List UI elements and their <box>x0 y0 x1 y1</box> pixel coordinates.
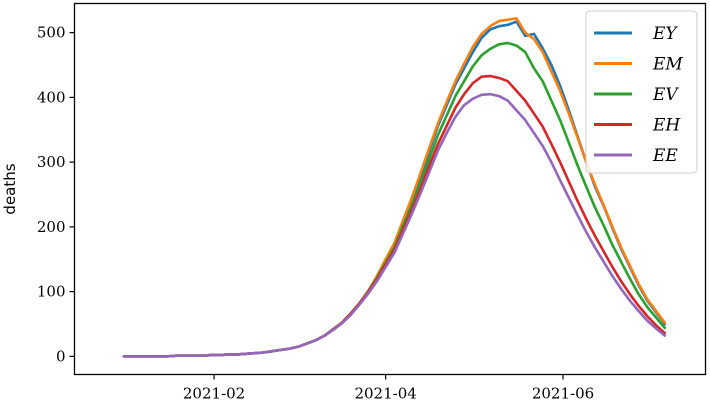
legend-label-ev: EV <box>652 85 679 105</box>
y-tick-label: 300 <box>37 153 66 171</box>
series-line-em <box>122 17 667 358</box>
legend-label-ey: EY <box>652 24 678 44</box>
legend-label-em: EM <box>652 55 683 75</box>
legend-label-eh: EH <box>652 116 681 136</box>
series-line-ey <box>122 20 667 358</box>
x-tick-label: 2021-06 <box>532 385 594 403</box>
series-line-eh <box>122 74 667 358</box>
y-tick-label: 100 <box>37 283 66 301</box>
legend: EY EM EV EH EE <box>585 10 698 174</box>
legend-label-ee: EE <box>652 146 678 166</box>
x-tick-label: 2021-04 <box>354 385 416 403</box>
y-tick-label: 200 <box>37 218 66 236</box>
x-tick-label: 2021-02 <box>183 385 245 403</box>
series-line-ev <box>122 41 667 358</box>
y-axis-label: deaths <box>1 163 19 214</box>
y-axis-ticks: 0 100 200 300 400 500 <box>37 24 75 365</box>
legend-box <box>585 10 698 174</box>
plot-frame <box>73 2 707 376</box>
y-tick-label: 0 <box>56 347 66 365</box>
series-line-ee <box>122 92 667 358</box>
axes-layer: 2021-02 2021-04 2021-06 0 100 200 300 400 500 d… <box>1 2 707 403</box>
y-tick-label: 400 <box>37 88 66 106</box>
series-layer <box>122 17 667 358</box>
x-axis-ticks: 2021-02 2021-04 2021-06 <box>183 374 594 403</box>
y-tick-label: 500 <box>37 24 66 42</box>
